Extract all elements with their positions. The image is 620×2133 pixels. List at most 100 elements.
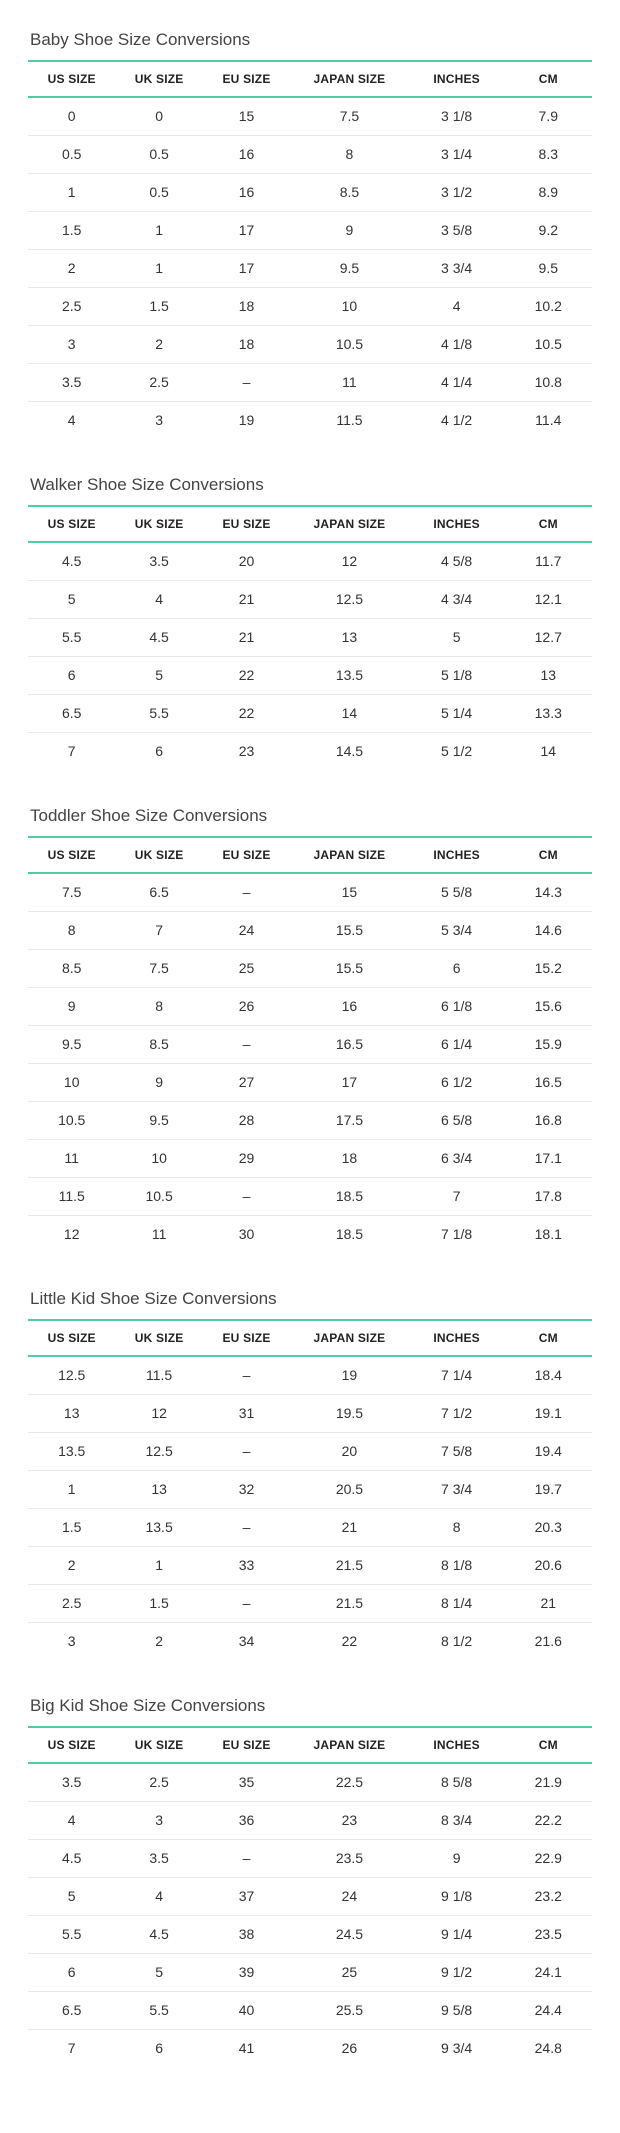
table-cell: 10 — [28, 1064, 115, 1102]
table-cell: 9 5/8 — [409, 1992, 505, 2030]
table-cell: – — [203, 1178, 290, 1216]
table-cell: 3 1/8 — [409, 97, 505, 136]
table-cell: 4 3/4 — [409, 581, 505, 619]
column-header: EU SIZE — [203, 61, 290, 97]
table-cell: – — [203, 364, 290, 402]
table-cell: 5 — [115, 1954, 202, 1992]
table-row: 9.58.5–16.56 1/415.9 — [28, 1026, 592, 1064]
table-cell: 5 3/4 — [409, 912, 505, 950]
table-cell: 39 — [203, 1954, 290, 1992]
column-header: INCHES — [409, 1320, 505, 1356]
table-cell: 28 — [203, 1102, 290, 1140]
column-header: US SIZE — [28, 1320, 115, 1356]
column-header: CM — [505, 1727, 592, 1763]
table-cell: 0.5 — [28, 136, 115, 174]
section-title: Little Kid Shoe Size Conversions — [30, 1289, 592, 1309]
table-cell: 19 — [203, 402, 290, 440]
table-cell: 17 — [290, 1064, 408, 1102]
table-row: 21179.53 3/49.5 — [28, 250, 592, 288]
table-cell: 17.1 — [505, 1140, 592, 1178]
table-cell: 8.5 — [115, 1026, 202, 1064]
size-table: US SIZEUK SIZEEU SIZEJAPAN SIZEINCHESCM7… — [28, 836, 592, 1253]
table-cell: 3 3/4 — [409, 250, 505, 288]
table-cell: 3 5/8 — [409, 212, 505, 250]
table-cell: 21 — [505, 1585, 592, 1623]
table-cell: 20.3 — [505, 1509, 592, 1547]
table-row: 2.51.5–21.58 1/421 — [28, 1585, 592, 1623]
table-cell: 15 — [290, 873, 408, 912]
table-cell: 8 1/8 — [409, 1547, 505, 1585]
table-row: 6539259 1/224.1 — [28, 1954, 592, 1992]
table-cell: 13.5 — [290, 657, 408, 695]
column-header: US SIZE — [28, 506, 115, 542]
table-cell: 1.5 — [28, 1509, 115, 1547]
table-cell: 7 — [409, 1178, 505, 1216]
table-cell: 19.4 — [505, 1433, 592, 1471]
header-row: US SIZEUK SIZEEU SIZEJAPAN SIZEINCHESCM — [28, 1727, 592, 1763]
table-cell: 16.5 — [505, 1064, 592, 1102]
table-cell: 5 1/8 — [409, 657, 505, 695]
table-row: 3234228 1/221.6 — [28, 1623, 592, 1661]
table-cell: 4.5 — [115, 619, 202, 657]
table-cell: 7 — [115, 912, 202, 950]
table-cell: – — [203, 1509, 290, 1547]
table-cell: 6 — [115, 733, 202, 771]
table-cell: 33 — [203, 1547, 290, 1585]
table-cell: 11.5 — [290, 402, 408, 440]
table-cell: 12.5 — [290, 581, 408, 619]
table-cell: 6 — [28, 657, 115, 695]
table-cell: 8 — [290, 136, 408, 174]
table-row: 4.53.520124 5/811.7 — [28, 542, 592, 581]
table-cell: 22 — [290, 1623, 408, 1661]
table-row: 2.51.51810410.2 — [28, 288, 592, 326]
table-cell: 16 — [203, 174, 290, 212]
table-cell: 4 1/8 — [409, 326, 505, 364]
table-cell: 7 3/4 — [409, 1471, 505, 1509]
column-header: INCHES — [409, 1727, 505, 1763]
column-header: UK SIZE — [115, 1727, 202, 1763]
table-cell: – — [203, 873, 290, 912]
table-cell: 10.8 — [505, 364, 592, 402]
table-cell: 6 — [28, 1954, 115, 1992]
table-cell: 2 — [28, 250, 115, 288]
table-row: 542112.54 3/412.1 — [28, 581, 592, 619]
table-cell: 11 — [115, 1216, 202, 1254]
column-header: CM — [505, 506, 592, 542]
table-cell: 23 — [203, 733, 290, 771]
table-cell: 12.5 — [28, 1356, 115, 1395]
table-cell: 16 — [290, 988, 408, 1026]
table-cell: 11.7 — [505, 542, 592, 581]
table-cell: 8.5 — [28, 950, 115, 988]
table-cell: 22 — [203, 695, 290, 733]
table-cell: 6 1/2 — [409, 1064, 505, 1102]
table-cell: 16.8 — [505, 1102, 592, 1140]
column-header: US SIZE — [28, 1727, 115, 1763]
table-cell: 12 — [115, 1395, 202, 1433]
table-cell: 40 — [203, 1992, 290, 2030]
size-table: US SIZEUK SIZEEU SIZEJAPAN SIZEINCHESCM1… — [28, 1319, 592, 1660]
table-cell: 8 1/2 — [409, 1623, 505, 1661]
table-row: 7641269 3/424.8 — [28, 2030, 592, 2068]
table-cell: 3 — [115, 1802, 202, 1840]
table-cell: 8.9 — [505, 174, 592, 212]
table-cell: 19 — [290, 1356, 408, 1395]
size-section: Big Kid Shoe Size ConversionsUS SIZEUK S… — [28, 1696, 592, 2067]
table-cell: 41 — [203, 2030, 290, 2068]
table-cell: 7.5 — [28, 873, 115, 912]
table-cell: 9 — [290, 212, 408, 250]
table-cell: 3.5 — [28, 364, 115, 402]
table-cell: 3 — [115, 402, 202, 440]
table-row: 8.57.52515.5615.2 — [28, 950, 592, 988]
table-cell: 11.4 — [505, 402, 592, 440]
table-cell: 30 — [203, 1216, 290, 1254]
table-row: 4.53.5–23.5922.9 — [28, 1840, 592, 1878]
table-cell: 7 1/2 — [409, 1395, 505, 1433]
table-cell: 0 — [115, 97, 202, 136]
table-cell: 15.9 — [505, 1026, 592, 1064]
table-cell: 15 — [203, 97, 290, 136]
table-cell: 23.5 — [505, 1916, 592, 1954]
column-header: JAPAN SIZE — [290, 1727, 408, 1763]
table-cell: 8 — [409, 1509, 505, 1547]
table-cell: 24.1 — [505, 1954, 592, 1992]
table-cell: 25.5 — [290, 1992, 408, 2030]
